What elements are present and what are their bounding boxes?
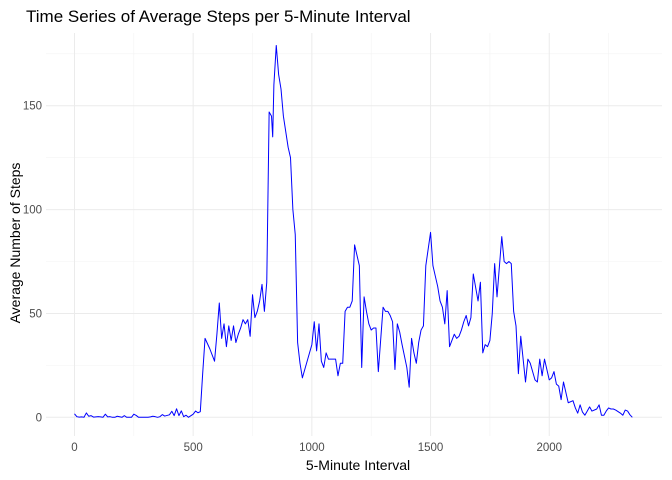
x-tick-label: 0 xyxy=(71,442,77,454)
plot-grid xyxy=(46,33,662,436)
x-tick-label: 500 xyxy=(184,442,203,454)
y-axis-label: Average Number of Steps xyxy=(7,163,23,324)
y-tick-label: 50 xyxy=(29,308,42,320)
y-tick-label: 0 xyxy=(36,412,42,424)
chart-title: Time Series of Average Steps per 5-Minut… xyxy=(26,7,411,26)
y-axis-ticks: 0 50 100 150 xyxy=(23,101,42,425)
x-axis-label: 5-Minute Interval xyxy=(306,457,410,473)
x-tick-label: 2000 xyxy=(536,442,562,454)
y-tick-label: 100 xyxy=(23,205,42,217)
y-tick-label: 150 xyxy=(23,101,42,113)
plot-series xyxy=(74,44,633,418)
series-line xyxy=(74,44,633,418)
x-tick-label: 1000 xyxy=(299,442,325,454)
x-axis-ticks: 0 500 1000 1500 2000 xyxy=(71,442,562,454)
x-tick-label: 1500 xyxy=(418,442,444,454)
